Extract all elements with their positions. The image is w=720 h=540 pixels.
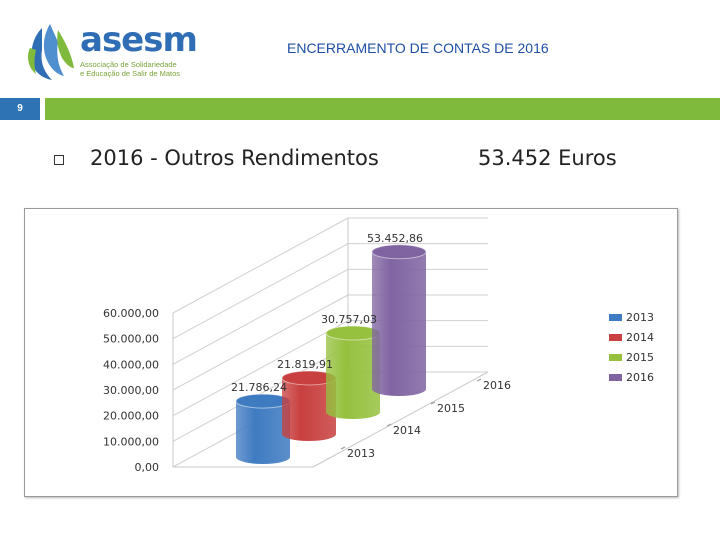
logo-subtitle-2: e Educação de Salir de Matos bbox=[80, 69, 181, 78]
category-label-2013: 2013 bbox=[347, 447, 375, 460]
hands-logo-icon bbox=[28, 24, 74, 80]
legend-swatch-2016 bbox=[609, 374, 622, 381]
legend-swatch-2013 bbox=[609, 314, 622, 321]
category-label-2015: 2015 bbox=[437, 402, 465, 415]
y-tick-label: 30.000,00 bbox=[103, 384, 159, 397]
logo-wordmark: asesm bbox=[80, 20, 198, 60]
value-label-2014: 21.819,91 bbox=[277, 358, 333, 371]
value-label-2016: 53.452,86 bbox=[367, 232, 423, 245]
bar-top-2013 bbox=[235, 393, 291, 409]
total-amount: 53.452 Euros bbox=[478, 146, 617, 170]
gridline-side bbox=[172, 243, 349, 340]
y-tick-label: 40.000,00 bbox=[103, 358, 159, 371]
bar-2014 bbox=[282, 377, 336, 441]
category-tick bbox=[476, 378, 482, 382]
value-label-2015: 30.757,03 bbox=[321, 313, 377, 326]
category-tick bbox=[340, 446, 346, 450]
category-tick bbox=[386, 423, 392, 427]
header-band bbox=[45, 98, 720, 120]
bar-2016 bbox=[372, 251, 426, 396]
gridline-side bbox=[172, 268, 349, 365]
floor-right bbox=[312, 371, 489, 468]
legend-label-2016: 2016 bbox=[626, 371, 654, 384]
page-title: ENCERRAMENTO DE CONTAS DE 2016 bbox=[287, 40, 549, 56]
gridline-side bbox=[172, 294, 349, 391]
gridline-side bbox=[172, 217, 349, 314]
bar-chart: 0,00 10.000,00 20.000,00 30.000,00 40.000,00… bbox=[103, 217, 654, 474]
legend-label-2014: 2014 bbox=[626, 331, 654, 344]
bar-top-2015 bbox=[325, 325, 381, 341]
category-label-2014: 2014 bbox=[393, 424, 421, 437]
legend-label-2013: 2013 bbox=[626, 311, 654, 324]
bar-2013 bbox=[236, 401, 290, 464]
value-label-2013: 21.786,24 bbox=[231, 381, 287, 394]
y-tick-label: 60.000,00 bbox=[103, 307, 159, 320]
logo-subtitle-1: Associação de Solidariedade bbox=[80, 60, 177, 69]
section-heading: 2016 - Outros Rendimentos bbox=[90, 146, 379, 170]
y-tick-label: 50.000,00 bbox=[103, 333, 159, 346]
gridline-side bbox=[172, 320, 349, 417]
bar-2015 bbox=[326, 333, 380, 419]
category-tick bbox=[430, 401, 436, 405]
legend-swatch-2015 bbox=[609, 354, 622, 361]
bullet-marker bbox=[54, 155, 64, 165]
bar-top-2016 bbox=[371, 244, 427, 260]
legend-swatch-2014 bbox=[609, 334, 622, 341]
legend-label-2015: 2015 bbox=[626, 351, 654, 364]
y-tick-label: 0,00 bbox=[135, 461, 160, 474]
category-label-2016: 2016 bbox=[483, 379, 511, 392]
slide-number: 9 bbox=[0, 98, 40, 120]
chart-frame: 0,00 10.000,00 20.000,00 30.000,00 40.000,00… bbox=[24, 208, 678, 497]
y-tick-label: 20.000,00 bbox=[103, 410, 159, 423]
asesm-logo: asesm Associação de Solidariedade e Educ… bbox=[22, 18, 198, 88]
y-tick-label: 10.000,00 bbox=[103, 435, 159, 448]
